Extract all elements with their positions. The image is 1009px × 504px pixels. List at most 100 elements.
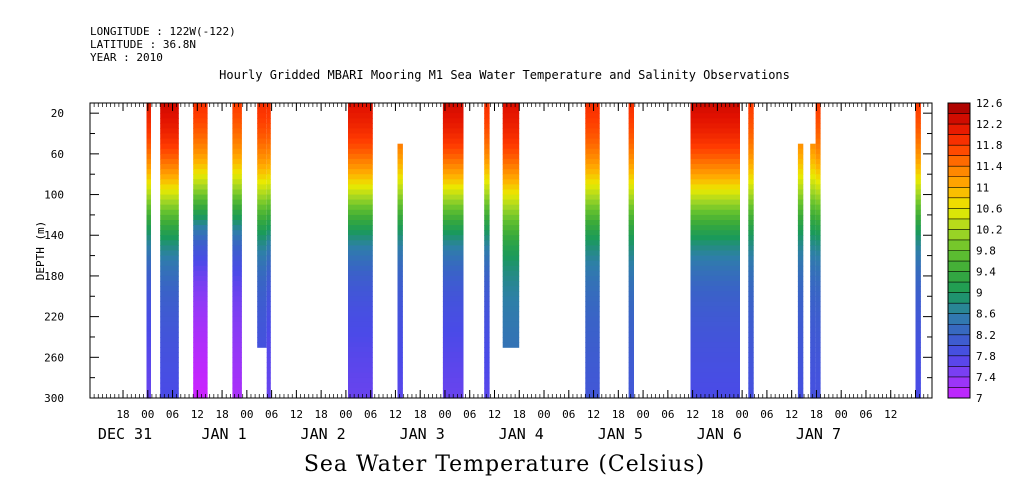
temperature-cell — [232, 133, 242, 140]
temperature-cell — [232, 123, 242, 129]
temperature-cell — [585, 337, 600, 343]
temperature-cell — [585, 138, 600, 145]
temperature-cell — [257, 153, 267, 160]
temperature-cell — [815, 275, 821, 282]
temperature-cell — [257, 337, 267, 343]
temperature-cell — [628, 382, 634, 389]
temperature-cell — [502, 204, 520, 211]
temperature-cell — [797, 347, 804, 353]
temperature-cell — [797, 209, 804, 216]
temperature-cell — [815, 174, 821, 180]
temperature-cell — [193, 169, 208, 175]
temperature-cell — [484, 296, 490, 302]
temperature-cell — [160, 158, 179, 165]
temperature-cell — [915, 235, 921, 241]
temperature-cell — [266, 108, 271, 114]
temperature-cell — [266, 316, 271, 323]
temperature-cell — [442, 387, 464, 394]
x-tick-label: 18 — [315, 408, 328, 421]
temperature-cell — [585, 250, 600, 257]
temperature-cell — [915, 372, 921, 379]
colorbar-swatch — [948, 282, 970, 294]
temperature-cell — [257, 301, 267, 308]
temperature-cell — [397, 184, 403, 191]
observation-segment — [397, 143, 403, 399]
temperature-cell — [232, 286, 242, 292]
temperature-cell — [348, 372, 373, 379]
temperature-cell — [797, 316, 804, 323]
temperature-cell — [815, 169, 821, 175]
temperature-cell — [442, 184, 464, 191]
temperature-cell — [748, 148, 754, 155]
temperature-cell — [266, 377, 271, 384]
temperature-cell — [397, 316, 403, 323]
temperature-cell — [193, 230, 208, 236]
temperature-cell — [232, 270, 242, 277]
temperature-cell — [748, 255, 754, 262]
temperature-cell — [502, 270, 520, 277]
temperature-cell — [266, 240, 271, 246]
temperature-cell — [815, 326, 821, 333]
temperature-cell — [484, 209, 490, 216]
temperature-cell — [484, 245, 490, 252]
x-tick-label: 12 — [389, 408, 402, 421]
temperature-cell — [193, 291, 208, 297]
temperature-cell — [484, 108, 490, 114]
temperature-cell — [397, 372, 403, 379]
temperature-cell — [748, 316, 754, 323]
temperature-cell — [442, 225, 464, 231]
temperature-cell — [915, 265, 921, 272]
temperature-cell — [484, 301, 490, 308]
temperature-cell — [502, 143, 520, 150]
temperature-cell — [193, 337, 208, 343]
temperature-cell — [193, 326, 208, 333]
temperature-cell — [160, 382, 179, 389]
temperature-cell — [690, 214, 740, 221]
y-tick-label: 260 — [44, 351, 64, 364]
temperature-cell — [160, 118, 179, 124]
temperature-cell — [160, 362, 179, 369]
temperature-cell — [193, 235, 208, 241]
temperature-cell — [628, 199, 634, 206]
temperature-cell — [442, 240, 464, 246]
temperature-cell — [748, 311, 754, 318]
temperature-cell — [232, 199, 242, 206]
temperature-cell — [502, 265, 520, 272]
temperature-cell — [690, 352, 740, 358]
temperature-cell — [266, 169, 271, 175]
temperature-cell — [585, 174, 600, 180]
x-tick-label: 00 — [438, 408, 451, 421]
temperature-cell — [628, 225, 634, 231]
temperature-cell — [502, 260, 520, 267]
observation-segment — [810, 143, 816, 399]
colorbar-label: 12.2 — [976, 118, 1003, 131]
temperature-cell — [585, 392, 600, 399]
temperature-cell — [690, 265, 740, 272]
temperature-cell — [915, 209, 921, 216]
colorbar-label: 7.8 — [976, 350, 996, 363]
temperature-cell — [815, 296, 821, 302]
temperature-cell — [442, 281, 464, 287]
temperature-cell — [397, 265, 403, 272]
temperature-cell — [810, 357, 816, 363]
temperature-cell — [748, 103, 754, 109]
temperature-cell — [232, 250, 242, 257]
temperature-cell — [585, 342, 600, 348]
temperature-cell — [690, 153, 740, 160]
temperature-cell — [810, 220, 816, 226]
temperature-cell — [257, 331, 267, 338]
temperature-cell — [690, 169, 740, 175]
temperature-cell — [748, 209, 754, 216]
temperature-cell — [442, 382, 464, 389]
temperature-cell — [397, 230, 403, 236]
temperature-cell — [915, 321, 921, 328]
temperature-cell — [397, 296, 403, 302]
temperature-cell — [193, 220, 208, 226]
temperature-cell — [348, 174, 373, 180]
temperature-cell — [257, 123, 267, 129]
temperature-cell — [797, 158, 804, 165]
temperature-cell — [815, 337, 821, 343]
temperature-cell — [797, 367, 804, 374]
temperature-cell — [628, 250, 634, 257]
temperature-cell — [146, 214, 151, 221]
